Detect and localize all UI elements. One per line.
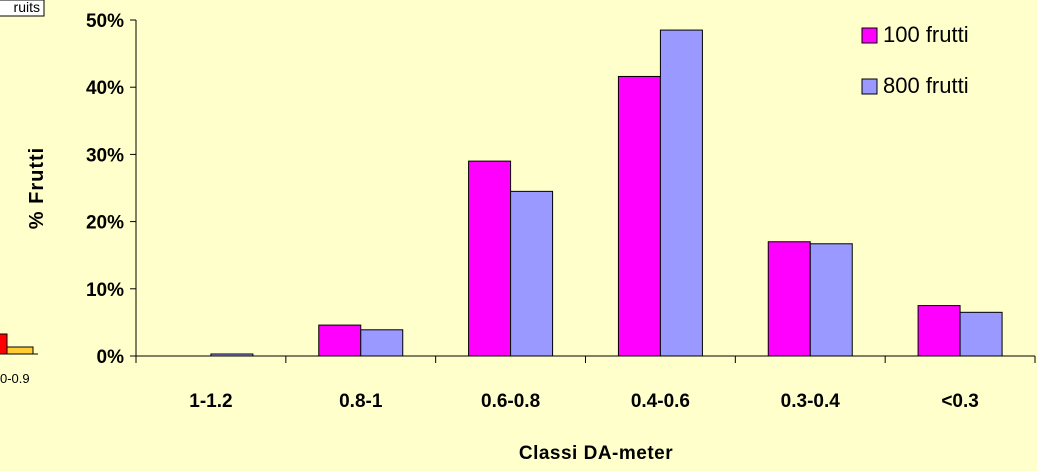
bar-series1 <box>767 241 811 357</box>
legend: 100 frutti 800 frutti <box>861 22 969 98</box>
x-tick-label: 0.6-0.8 <box>481 391 540 412</box>
y-tick-label: 50% <box>86 11 124 32</box>
legend-swatch <box>861 27 878 44</box>
bar-series1 <box>917 305 961 357</box>
y-tick-label: 20% <box>86 213 124 234</box>
fragment-bar-red <box>0 333 8 355</box>
y-tick-label: 40% <box>86 78 124 99</box>
legend-swatch <box>861 78 878 95</box>
bar-series1 <box>617 75 661 357</box>
fragment-legend-box <box>0 0 45 17</box>
y-axis-ticks: 0% 10% 20% 30% 40% 50% <box>86 11 136 368</box>
fragment-tick-label: 0-0.9 <box>0 371 30 386</box>
x-tick-label: 1-1.2 <box>189 391 232 412</box>
bar-series1 <box>318 324 362 357</box>
bar-series2 <box>360 329 404 357</box>
y-tick-label: 0% <box>97 347 125 368</box>
background-chart-fragment: ruits 0-0.9 <box>0 0 45 386</box>
fragment-legend-label: ruits <box>14 0 40 15</box>
x-tick-label: 0.3-0.4 <box>781 391 841 412</box>
bar-series1 <box>468 160 512 357</box>
bar-series2 <box>510 190 554 357</box>
x-axis-labels: 1-1.2 0.8-1 0.6-0.8 0.4-0.6 0.3-0.4 <0.3 <box>189 391 979 412</box>
y-tick-label: 30% <box>86 145 124 166</box>
x-tick-label: 0.8-1 <box>339 391 383 412</box>
bar-series2 <box>659 29 703 357</box>
bar-series2 <box>809 243 853 357</box>
y-axis-title: % Frutti <box>26 147 48 229</box>
y-tick-label: 10% <box>86 280 124 301</box>
legend-label: 800 frutti <box>883 73 969 98</box>
bar-series2 <box>959 311 1003 357</box>
x-axis-title: Classi DA-meter <box>519 443 673 464</box>
main-chart: 0% 10% 20% 30% 40% 50% 1-1.2 0.8-1 0.6-0.8 0.4-0… <box>26 11 1036 464</box>
axes <box>135 20 1036 363</box>
legend-label: 100 frutti <box>883 22 969 47</box>
x-tick-label: <0.3 <box>941 391 979 412</box>
fragment-bar-yellow <box>6 346 34 355</box>
x-tick-label: 0.4-0.6 <box>631 391 690 412</box>
